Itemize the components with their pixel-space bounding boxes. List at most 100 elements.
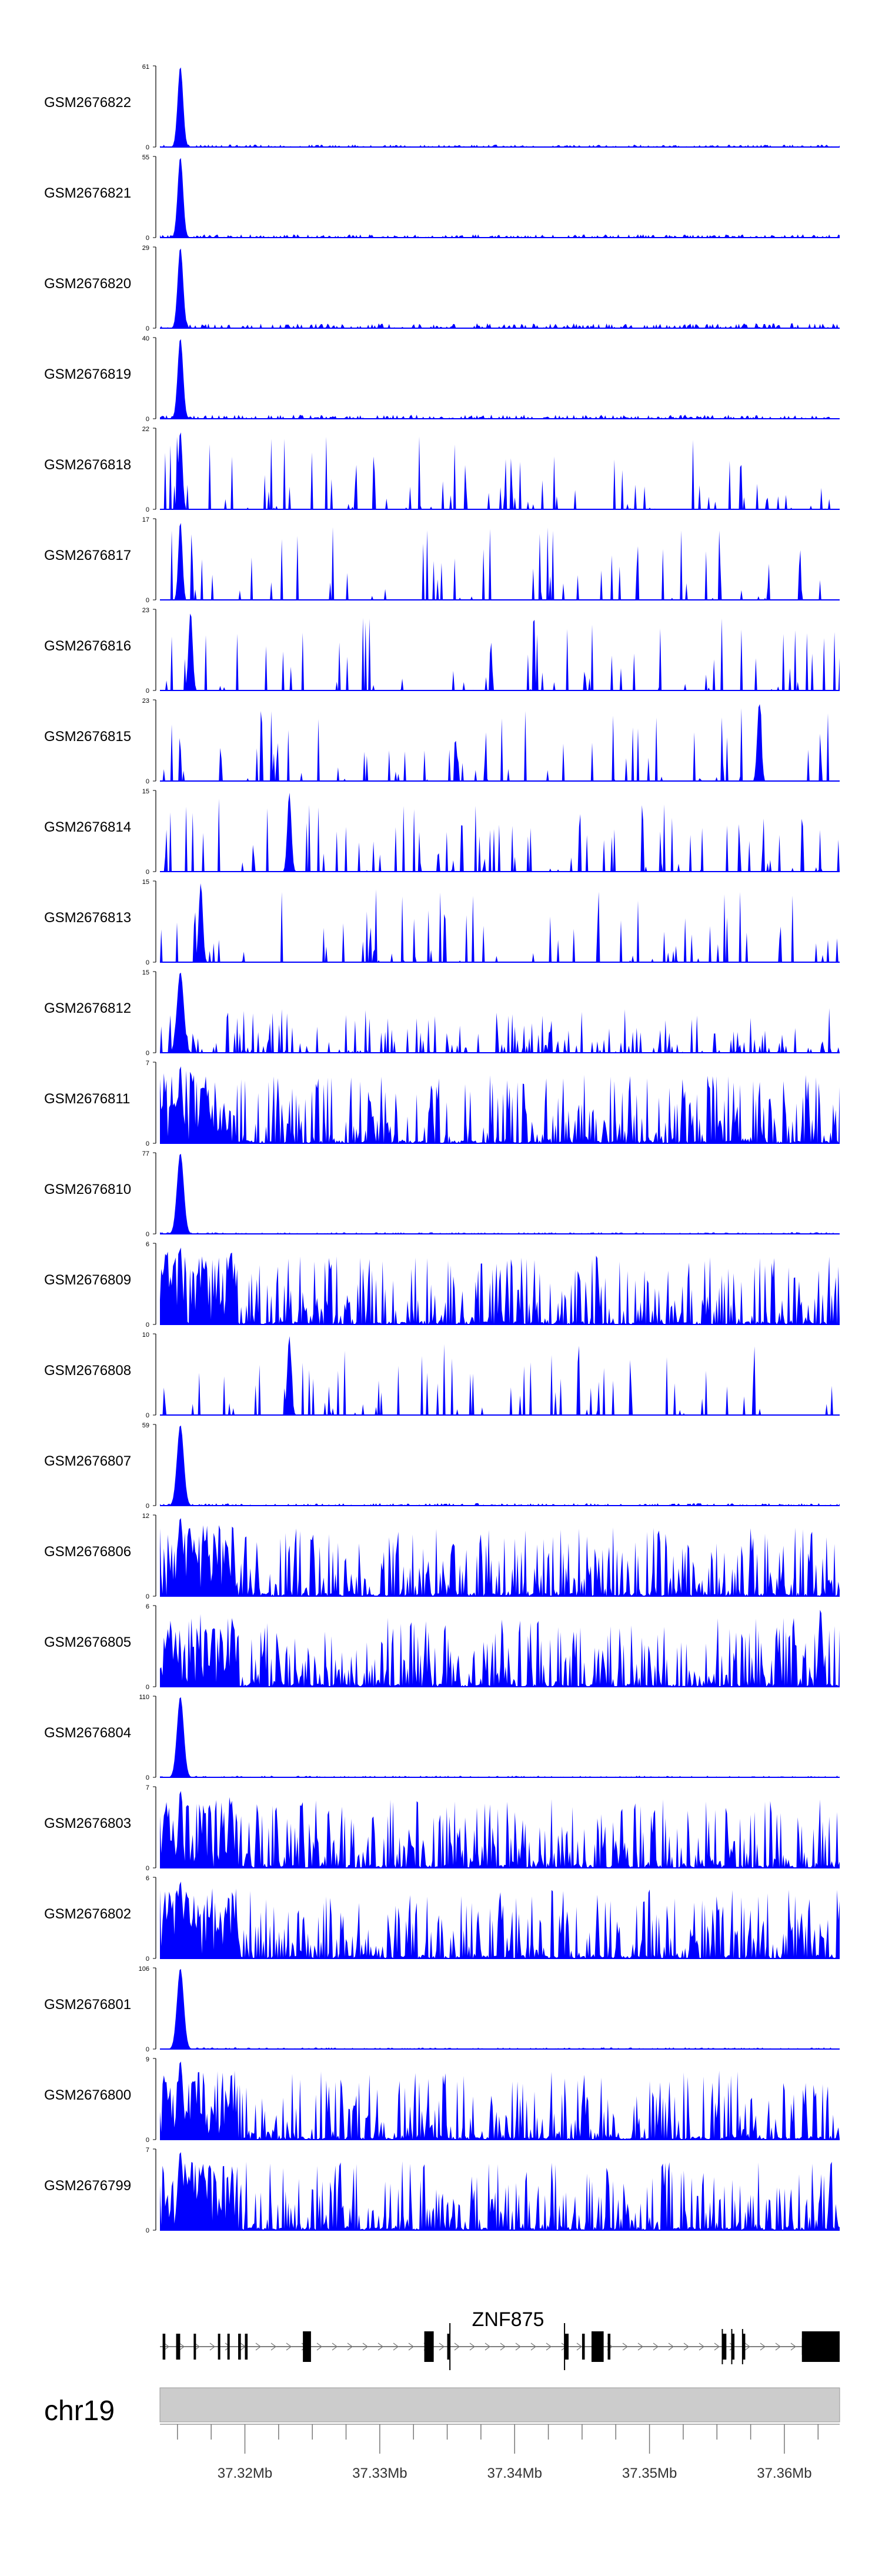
track-label: GSM2676799 xyxy=(44,2178,131,2194)
y-max-label: 15 xyxy=(142,879,149,886)
coverage-area xyxy=(160,1247,840,1324)
track-label: GSM2676809 xyxy=(44,1272,131,1288)
strand-arrow xyxy=(683,2343,689,2351)
track-GSM2676815: GSM2676815 23 0 xyxy=(44,698,840,785)
track-GSM2676812: GSM2676812 15 0 xyxy=(44,969,840,1057)
track-label: GSM2676815 xyxy=(44,729,131,745)
track-GSM2676801: GSM2676801 106 0 xyxy=(44,1966,840,2053)
y-max-label: 40 xyxy=(142,335,149,342)
track-GSM2676817: GSM2676817 17 0 xyxy=(44,516,840,604)
y-max-label: 6 xyxy=(146,1875,149,1882)
y-max-label: 9 xyxy=(146,2056,149,2063)
y-max-label: 15 xyxy=(142,969,149,976)
strand-arrow xyxy=(332,2343,338,2351)
y-zero-label: 0 xyxy=(146,144,149,151)
chromosome-band xyxy=(159,2387,840,2422)
track-GSM2676821: GSM2676821 55 0 xyxy=(44,154,840,242)
coverage-area xyxy=(160,158,840,238)
coverage-area xyxy=(160,1518,840,1596)
exon xyxy=(176,2334,181,2360)
track-GSM2676814: GSM2676814 15 0 xyxy=(44,788,840,876)
strand-arrow xyxy=(209,2343,215,2351)
track-GSM2676811: GSM2676811 7 0 xyxy=(44,1060,840,1147)
strand-arrow xyxy=(744,2343,750,2351)
exon xyxy=(447,2334,450,2360)
exon xyxy=(731,2334,735,2360)
y-zero-label: 0 xyxy=(146,1593,149,1600)
track-label: GSM2676822 xyxy=(44,95,131,111)
track-label: GSM2676802 xyxy=(44,1906,131,1922)
y-zero-label: 0 xyxy=(146,959,149,966)
gene-track: ZNF875 xyxy=(160,2308,840,2370)
strand-arrow xyxy=(576,2343,582,2351)
gene-label: ZNF875 xyxy=(472,2308,544,2331)
y-zero-label: 0 xyxy=(146,597,149,604)
y-max-label: 77 xyxy=(142,1150,149,1157)
coverage-area xyxy=(160,1881,840,1958)
track-GSM2676809: GSM2676809 6 0 xyxy=(44,1241,840,1329)
y-max-label: 17 xyxy=(142,516,149,523)
track-label: GSM2676812 xyxy=(44,1000,131,1016)
axis-tick-label: 37.36Mb xyxy=(757,2465,811,2481)
track-GSM2676800: GSM2676800 9 0 xyxy=(44,2056,840,2144)
strand-arrow xyxy=(637,2343,643,2351)
track-GSM2676820: GSM2676820 29 0 xyxy=(44,245,840,332)
track-label: GSM2676816 xyxy=(44,638,131,654)
strand-arrow xyxy=(714,2343,720,2351)
y-zero-label: 0 xyxy=(146,506,149,513)
genome-axis: 37.32Mb 37.33Mb 37.34Mb 37.35Mb 37.36Mb xyxy=(160,2424,840,2481)
track-GSM2676816: GSM2676816 23 0 xyxy=(44,607,840,695)
y-max-label: 29 xyxy=(142,245,149,252)
coverage-area xyxy=(160,2152,840,2230)
track-GSM2676805: GSM2676805 6 0 xyxy=(44,1603,840,1691)
strand-arrow xyxy=(530,2343,536,2351)
exon xyxy=(424,2331,434,2362)
track-GSM2676802: GSM2676802 6 0 xyxy=(44,1875,840,1963)
coverage-area xyxy=(160,67,840,147)
y-max-label: 59 xyxy=(142,1422,149,1429)
track-label: GSM2676803 xyxy=(44,1816,131,1831)
y-zero-label: 0 xyxy=(146,1684,149,1691)
exon xyxy=(303,2331,311,2362)
track-label: GSM2676806 xyxy=(44,1544,131,1560)
exon xyxy=(607,2334,611,2360)
strand-arrow xyxy=(347,2343,353,2351)
strand-arrow xyxy=(286,2343,292,2351)
track-GSM2676803: GSM2676803 7 0 xyxy=(44,1784,840,1872)
coverage-area xyxy=(160,1336,840,1415)
y-zero-label: 0 xyxy=(146,1412,149,1419)
strand-arrow xyxy=(270,2343,276,2351)
y-zero-label: 0 xyxy=(146,1956,149,1963)
track-GSM2676813: GSM2676813 15 0 xyxy=(44,879,840,966)
exon xyxy=(227,2334,230,2360)
coverage-area xyxy=(160,1153,840,1234)
y-zero-label: 0 xyxy=(146,1050,149,1057)
y-max-label: 6 xyxy=(146,1603,149,1610)
strand-arrow xyxy=(194,2343,200,2351)
track-GSM2676807: GSM2676807 59 0 xyxy=(44,1422,840,1510)
exon xyxy=(238,2334,241,2360)
track-label: GSM2676800 xyxy=(44,2087,131,2103)
track-label: GSM2676818 xyxy=(44,457,131,473)
strand-arrow xyxy=(653,2343,659,2351)
strand-arrow xyxy=(225,2343,230,2351)
y-zero-label: 0 xyxy=(146,2137,149,2144)
y-zero-label: 0 xyxy=(146,2227,149,2234)
exon xyxy=(564,2334,569,2360)
exon xyxy=(722,2334,727,2360)
strand-arrow xyxy=(515,2343,521,2351)
track-label: GSM2676810 xyxy=(44,1182,131,1197)
y-zero-label: 0 xyxy=(146,1231,149,1238)
y-zero-label: 0 xyxy=(146,1503,149,1510)
coverage-area xyxy=(160,1610,840,1687)
y-max-label: 106 xyxy=(139,1966,149,1973)
coverage-area xyxy=(160,339,840,419)
track-GSM2676799: GSM2676799 7 0 xyxy=(44,2147,840,2234)
track-label: GSM2676819 xyxy=(44,366,131,382)
axis-tick-label: 37.34Mb xyxy=(487,2465,542,2481)
utr xyxy=(801,2338,809,2355)
coverage-area xyxy=(160,704,840,781)
y-max-label: 7 xyxy=(146,1784,149,1791)
y-zero-label: 0 xyxy=(146,325,149,332)
track-GSM2676810: GSM2676810 77 0 xyxy=(44,1150,840,1238)
